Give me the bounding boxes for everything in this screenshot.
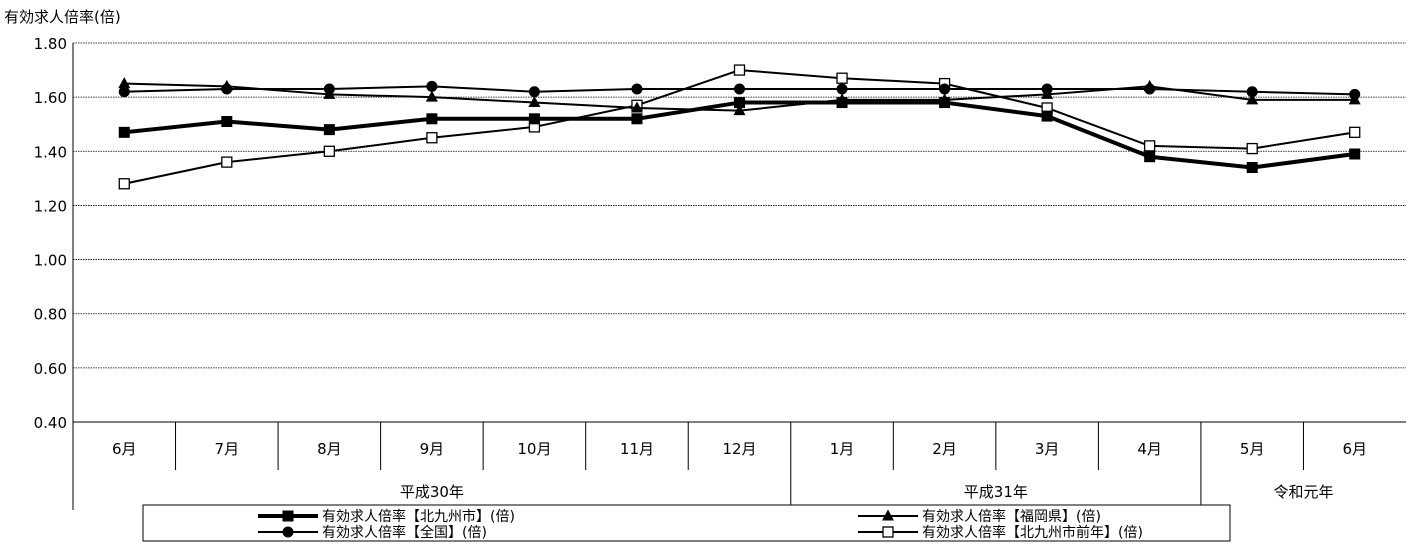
data-point	[734, 97, 745, 109]
legend-label: 有効求人倍率【全国】(倍)	[322, 524, 487, 541]
x-tick-label: 3月	[1035, 440, 1060, 458]
x-tick-label: 4月	[1137, 440, 1162, 458]
data-point	[1349, 148, 1361, 160]
x-tick-label: 6月	[1342, 440, 1367, 458]
data-point	[323, 145, 335, 157]
year-group-label: 平成31年	[964, 483, 1028, 501]
data-point	[836, 83, 848, 95]
data-point	[1246, 86, 1258, 98]
data-point	[734, 83, 745, 95]
data-point	[1041, 110, 1053, 122]
data-point	[882, 526, 894, 538]
y-axis-label: 有効求人倍率(倍)	[4, 8, 121, 26]
data-point	[528, 86, 540, 98]
legend-item: 有効求人倍率【全国】(倍)	[258, 524, 487, 541]
x-tick-label: 7月	[215, 440, 240, 458]
year-group-labels: 平成30年 平成31年 令和元年	[400, 483, 1334, 501]
axes	[72, 43, 1406, 510]
data-point	[118, 126, 130, 138]
data-point	[221, 156, 233, 168]
data-point	[323, 83, 335, 95]
data-point	[630, 101, 643, 113]
y-tick-label: 1.40	[34, 143, 67, 161]
y-tick-label: 1.60	[34, 89, 67, 107]
data-point	[118, 86, 130, 98]
data-point	[221, 116, 233, 128]
data-point	[631, 113, 643, 125]
data-point	[733, 104, 746, 116]
data-point	[1144, 83, 1156, 95]
data-point	[221, 83, 233, 95]
legend-item: 有効求人倍率【北九州市前年】(倍)	[858, 524, 1143, 541]
x-tick-label: 6月	[112, 440, 137, 458]
y-tick-label: 0.80	[34, 306, 67, 324]
data-point	[1144, 151, 1156, 163]
data-point	[426, 113, 438, 125]
title-strip	[0, 0, 1420, 4]
x-tick-label: 8月	[317, 440, 342, 458]
series-2	[118, 77, 1361, 116]
legend-label: 有効求人倍率【北九州市】(倍)	[322, 508, 515, 525]
legend: 有効求人倍率【北九州市】(倍) 有効求人倍率【福岡県】(倍) 有効求人倍率【全国】(…	[142, 504, 1231, 542]
data-point	[1246, 142, 1258, 155]
data-point	[733, 64, 746, 76]
x-category-labels: 6月 7月 8月 9月 10月 11月 12月 1月 2月 3月 4月 5月 6月	[112, 440, 1367, 458]
data-point	[426, 80, 438, 92]
legend-label: 有効求人倍率【北九州市前年】(倍)	[922, 524, 1143, 541]
x-tick-label: 5月	[1240, 440, 1265, 458]
y-tick-label: 1.00	[34, 252, 67, 270]
data-point	[939, 83, 951, 95]
series-3	[118, 80, 1361, 100]
x-tick-label: 12月	[722, 440, 756, 458]
data-point	[118, 77, 131, 89]
data-point	[528, 96, 541, 108]
y-tick-label: 0.60	[34, 360, 67, 378]
y-tick-label: 1.20	[34, 197, 67, 215]
series-layer	[118, 64, 1361, 190]
data-point	[1041, 83, 1053, 95]
x-tick-label: 2月	[932, 440, 957, 458]
data-point	[426, 132, 438, 144]
legend-item: 有効求人倍率【北九州市】(倍)	[258, 508, 515, 525]
data-point	[882, 509, 894, 521]
data-point	[282, 510, 294, 522]
data-point	[323, 124, 335, 136]
legend-label: 有効求人倍率【福岡県】(倍)	[922, 508, 1101, 525]
data-point	[1349, 126, 1361, 138]
data-point	[836, 97, 848, 109]
y-tick-label: 1.80	[34, 35, 67, 53]
data-point	[1349, 88, 1361, 100]
gridlines	[73, 42, 1406, 369]
x-tick-label: 9月	[420, 440, 445, 458]
data-point	[1246, 93, 1259, 105]
legend-box	[142, 504, 1231, 542]
data-point	[1246, 162, 1258, 174]
year-group-label: 令和元年	[1273, 483, 1333, 501]
data-point	[118, 178, 130, 190]
data-point	[939, 97, 951, 109]
x-tick-label: 1月	[830, 440, 855, 458]
x-tick-label: 11月	[620, 440, 654, 458]
data-point	[631, 83, 643, 95]
data-point	[282, 526, 294, 538]
x-tick-label: 10月	[517, 440, 551, 458]
year-group-label: 平成30年	[400, 483, 464, 501]
data-point	[1144, 140, 1156, 152]
y-tick-label: 0.40	[34, 414, 67, 432]
series-1	[118, 97, 1361, 174]
data-point	[836, 72, 848, 84]
data-point	[425, 90, 438, 102]
y-tick-labels: 0.40 0.60 0.80 1.00 1.20 1.40 1.60 1.80	[34, 35, 67, 432]
legend-item: 有効求人倍率【福岡県】(倍)	[858, 508, 1101, 525]
data-point	[528, 113, 540, 125]
